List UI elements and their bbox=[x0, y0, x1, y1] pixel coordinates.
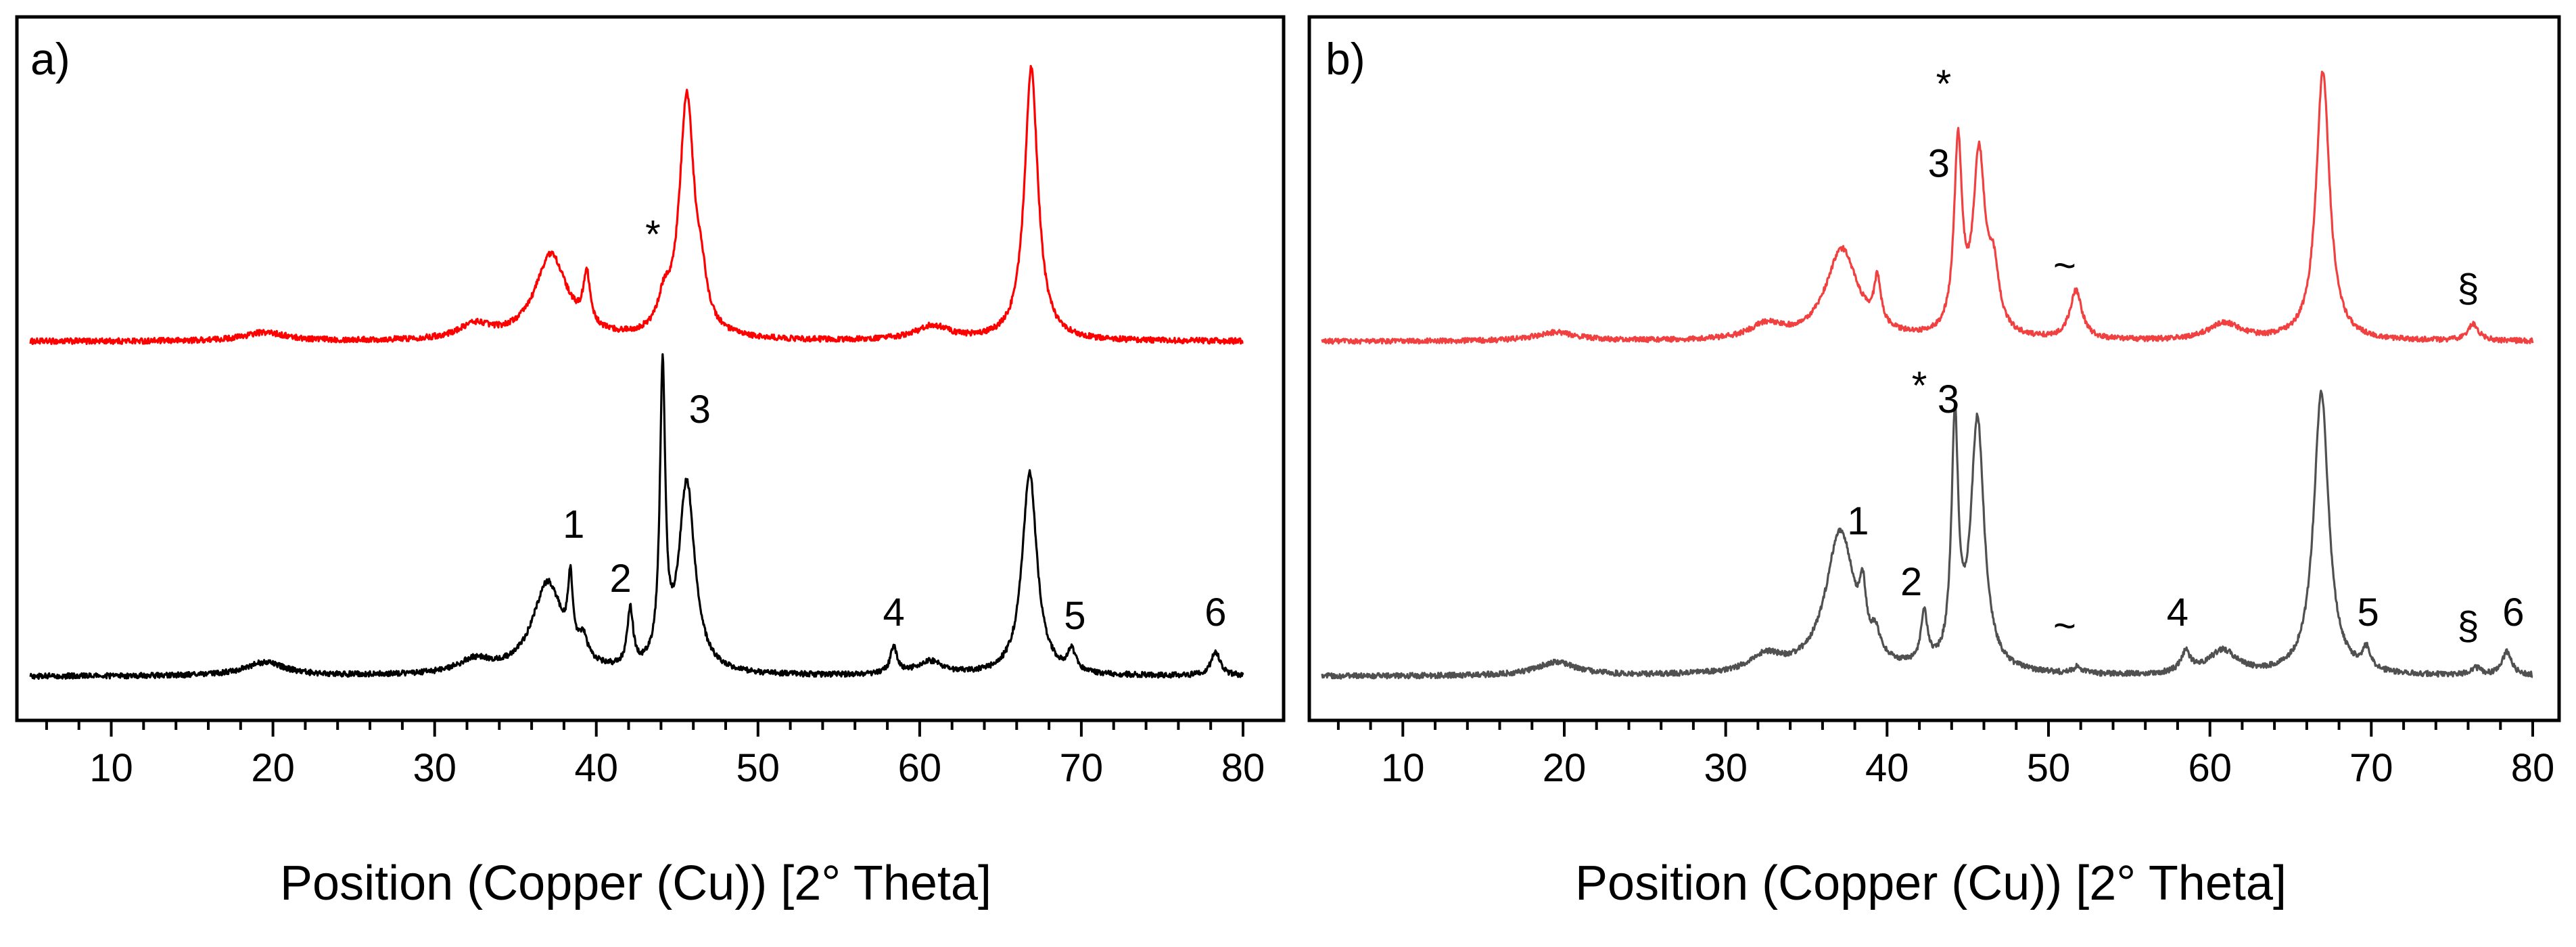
peak-label-b-bottom-5: 4 bbox=[2167, 591, 2188, 634]
x-tick-label-b-80: 80 bbox=[2511, 746, 2555, 790]
peak-label-b-bottom-3: 2 bbox=[1900, 560, 1922, 604]
x-axis-title-a: Position (Copper (Cu)) [2° Theta] bbox=[280, 856, 991, 910]
peak-label-a-bottom-2: 3 bbox=[689, 388, 711, 432]
annotation-layer-a: * 12 3 4 5 6 bbox=[563, 212, 1226, 638]
series-line-a-bottom bbox=[29, 353, 1244, 680]
x-tick-label-a-40: 40 bbox=[574, 746, 618, 790]
x-tick-label-b-20: 20 bbox=[1543, 746, 1587, 790]
x-tick-label-b-30: 30 bbox=[1704, 746, 1748, 790]
peak-label-a-bottom-1: 2 bbox=[609, 557, 631, 601]
series-layer-b bbox=[1321, 70, 2534, 680]
series-line-b-bottom bbox=[1321, 389, 2533, 680]
peak-label-a-bottom-0: 1 bbox=[563, 503, 584, 547]
x-tick-label-a-70: 70 bbox=[1060, 746, 1104, 790]
peak-label-b-bottom-0: 1 bbox=[1847, 499, 1869, 543]
peak-label-b-bottom-8: 6 bbox=[2502, 591, 2524, 634]
x-tick-label-a-80: 80 bbox=[1221, 746, 1265, 790]
x-tick-label-a-60: 60 bbox=[898, 746, 942, 790]
panel-a: a) * 12 3 4 5 6 10 20 30 40 50 60 70 80 Position (Co… bbox=[15, 15, 1286, 910]
panel-b: b) *3~§1* 32~ 4 5 § 6 10 20 30 40 50 60 70 80 Positi… bbox=[1307, 15, 2561, 910]
annotation-layer-b: *3~§1* 32~ 4 5 § 6 bbox=[1847, 62, 2524, 648]
x-tick-label-a-10: 10 bbox=[89, 746, 133, 790]
peak-label-a-bottom-5: 6 bbox=[1204, 591, 1226, 634]
series-line-b-top bbox=[1321, 70, 2534, 345]
peak-label-b-bottom-4: ~ bbox=[2053, 604, 2076, 648]
peak-label-b-top-3: § bbox=[2457, 267, 2479, 310]
x-axis-title-b: Position (Copper (Cu)) [2° Theta] bbox=[1575, 856, 2287, 910]
panel-label-b: b) bbox=[1326, 34, 1365, 84]
x-tick-label-b-60: 60 bbox=[2188, 746, 2232, 790]
x-tick-label-a-30: 30 bbox=[413, 746, 456, 790]
x-tick-label-b-10: 10 bbox=[1381, 746, 1425, 790]
peak-label-b-bottom-2: 3 bbox=[1938, 377, 1959, 421]
peak-label-b-top-0: * bbox=[1936, 62, 1952, 106]
x-axis-ticks-b: 10 20 30 40 50 60 70 80 bbox=[1336, 720, 2555, 790]
plot-frame-b bbox=[1307, 15, 2561, 722]
x-tick-label-b-40: 40 bbox=[1865, 746, 1909, 790]
peak-label-b-bottom-6: 5 bbox=[2357, 591, 2379, 634]
peak-label-b-top-2: ~ bbox=[2053, 244, 2076, 288]
x-tick-label-a-50: 50 bbox=[736, 746, 780, 790]
x-tick-label-a-20: 20 bbox=[251, 746, 295, 790]
peak-label-a-top-0: * bbox=[645, 212, 661, 256]
series-layer-a bbox=[29, 64, 1244, 680]
series-line-a-top bbox=[29, 64, 1244, 346]
peak-label-a-bottom-3: 4 bbox=[883, 591, 904, 634]
x-tick-label-b-50: 50 bbox=[2027, 746, 2071, 790]
peak-label-b-bottom-1: * bbox=[1912, 364, 1927, 408]
peak-label-b-top-1: 3 bbox=[1928, 141, 1950, 185]
panel-label-a: a) bbox=[30, 34, 70, 84]
x-tick-label-b-70: 70 bbox=[2349, 746, 2393, 790]
plot-frame-a bbox=[15, 15, 1286, 722]
peak-label-b-bottom-7: § bbox=[2457, 604, 2479, 648]
peak-label-a-bottom-4: 5 bbox=[1064, 594, 1085, 638]
x-axis-ticks-a: 10 20 30 40 50 60 70 80 bbox=[45, 720, 1265, 790]
